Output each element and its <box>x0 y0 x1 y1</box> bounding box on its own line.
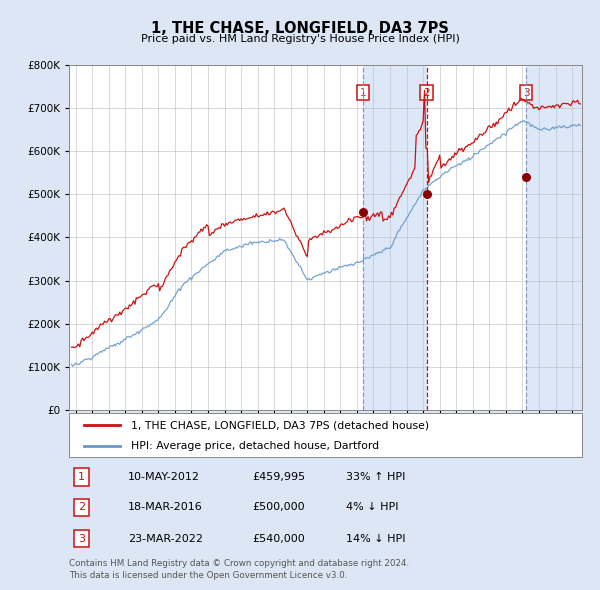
Text: 1: 1 <box>79 472 85 482</box>
Text: £459,995: £459,995 <box>252 472 305 482</box>
Bar <box>363 65 427 410</box>
Text: 33% ↑ HPI: 33% ↑ HPI <box>346 472 406 482</box>
Text: This data is licensed under the Open Government Licence v3.0.: This data is licensed under the Open Gov… <box>69 571 347 579</box>
Text: £500,000: £500,000 <box>253 503 305 512</box>
Text: 1, THE CHASE, LONGFIELD, DA3 7PS (detached house): 1, THE CHASE, LONGFIELD, DA3 7PS (detach… <box>131 421 428 430</box>
Text: 2: 2 <box>78 503 85 512</box>
Text: 1, THE CHASE, LONGFIELD, DA3 7PS: 1, THE CHASE, LONGFIELD, DA3 7PS <box>151 21 449 35</box>
Text: £540,000: £540,000 <box>252 533 305 543</box>
Text: 1: 1 <box>360 87 367 97</box>
Text: Price paid vs. HM Land Registry's House Price Index (HPI): Price paid vs. HM Land Registry's House … <box>140 34 460 44</box>
Text: 4% ↓ HPI: 4% ↓ HPI <box>346 503 398 512</box>
Text: 23-MAR-2022: 23-MAR-2022 <box>128 533 203 543</box>
Text: 2: 2 <box>423 87 430 97</box>
Text: HPI: Average price, detached house, Dartford: HPI: Average price, detached house, Dart… <box>131 441 379 451</box>
Text: 3: 3 <box>523 87 529 97</box>
Text: 18-MAR-2016: 18-MAR-2016 <box>128 503 203 512</box>
Text: 14% ↓ HPI: 14% ↓ HPI <box>346 533 406 543</box>
Text: Contains HM Land Registry data © Crown copyright and database right 2024.: Contains HM Land Registry data © Crown c… <box>69 559 409 568</box>
Text: 3: 3 <box>79 533 85 543</box>
Bar <box>526 65 582 410</box>
Text: 10-MAY-2012: 10-MAY-2012 <box>128 472 200 482</box>
